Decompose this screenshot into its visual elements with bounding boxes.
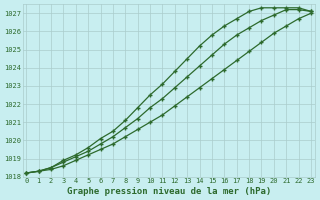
X-axis label: Graphe pression niveau de la mer (hPa): Graphe pression niveau de la mer (hPa): [67, 187, 271, 196]
